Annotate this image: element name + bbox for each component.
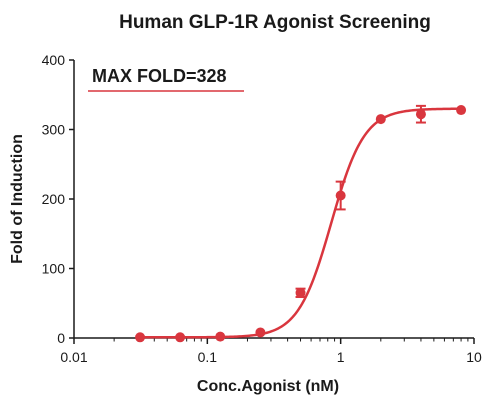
axes: 0 100 200 300 400 0.01 0.1 1 10 bbox=[42, 52, 482, 365]
fit-curve bbox=[140, 107, 462, 339]
y-axis-label: Fold of Induction bbox=[9, 134, 26, 264]
data-point bbox=[135, 332, 146, 343]
y-tick-label: 0 bbox=[57, 330, 65, 346]
x-tick-label: 0.1 bbox=[198, 349, 218, 365]
x-tick-label: 1 bbox=[337, 349, 345, 365]
x-axis-label: Conc.Agonist (nM) bbox=[197, 378, 339, 395]
y-tick-label: 300 bbox=[42, 122, 66, 138]
data-point bbox=[295, 287, 306, 298]
data-point bbox=[456, 105, 467, 116]
x-tick-label: 0.01 bbox=[60, 349, 87, 365]
data-point bbox=[375, 114, 386, 125]
x-tick-label: 10 bbox=[466, 349, 482, 365]
data-point bbox=[175, 332, 186, 343]
fit-curve-layer bbox=[140, 107, 462, 339]
max-fold-annotation: MAX FOLD=328 bbox=[92, 66, 227, 86]
data-point bbox=[335, 190, 346, 201]
data-point bbox=[255, 327, 266, 338]
chart-title: Human GLP-1R Agonist Screening bbox=[119, 12, 431, 33]
data-points-layer bbox=[135, 104, 467, 343]
data-point bbox=[215, 331, 226, 342]
y-tick-label: 400 bbox=[42, 52, 66, 68]
y-tick-label: 200 bbox=[42, 191, 66, 207]
y-tick-label: 100 bbox=[42, 261, 66, 277]
data-point bbox=[415, 109, 426, 120]
